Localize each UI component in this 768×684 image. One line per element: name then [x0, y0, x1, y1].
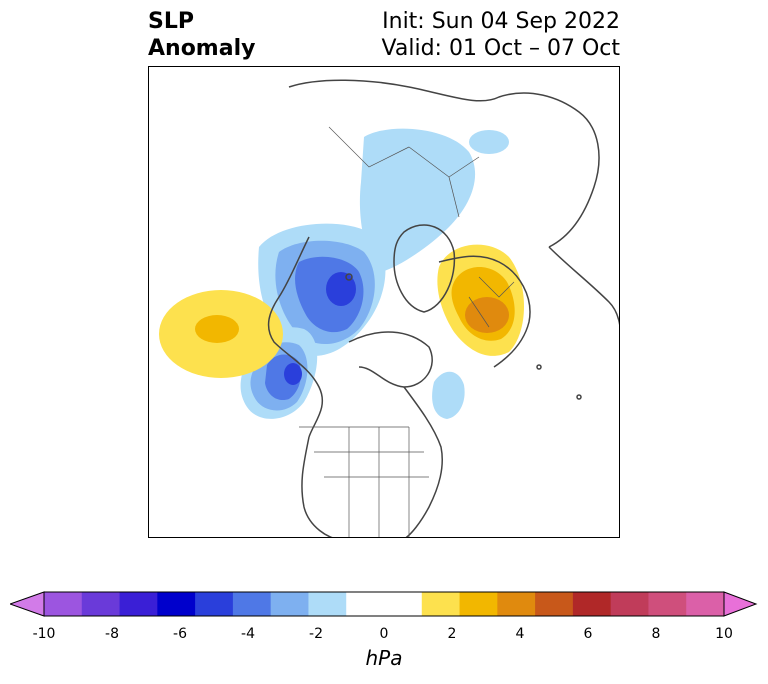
- colorbar-tick-label: 10: [715, 626, 733, 642]
- colorbar-extend-min: [10, 591, 45, 617]
- borders: [299, 126, 515, 537]
- map-title: SLP Anomaly: [148, 8, 255, 62]
- colorbar-tick-label: -6: [173, 626, 187, 642]
- colorbar-segment: [648, 592, 687, 616]
- colorbar-segment: [459, 592, 498, 616]
- colorbar-unit-label: hPa: [365, 646, 403, 670]
- colorbar-segment: [44, 592, 83, 616]
- colorbar-segment: [119, 592, 158, 616]
- map-panel: [148, 66, 620, 538]
- colorbar-segment: [195, 592, 234, 616]
- anomaly-scandinavian-high: [437, 244, 524, 356]
- colorbar-segment: [686, 592, 725, 616]
- anomaly-atlantic-low: [432, 371, 465, 419]
- coastlines: [267, 79, 619, 537]
- colorbar-tick-label: 8: [651, 626, 661, 642]
- colorbar-segment: [81, 592, 121, 616]
- colorbar-segment: [610, 592, 649, 616]
- colorbar-tick-label: -8: [105, 626, 119, 642]
- anomaly-pacific-high: [159, 290, 283, 378]
- colorbar-frame: [43, 591, 725, 617]
- valid-range: Valid: 01 Oct – 07 Oct: [381, 36, 620, 61]
- anomaly-siberia-low: [359, 128, 509, 272]
- colorbar-segment: [421, 592, 461, 616]
- colorbar-segment: [535, 592, 574, 616]
- anomaly-map: [153, 71, 619, 537]
- colorbar-segments: [10, 591, 758, 617]
- colorbar: [10, 591, 758, 617]
- colorbar-tick-label: 6: [583, 626, 593, 642]
- colorbar-tick-label: -4: [241, 626, 255, 642]
- colorbar-segment: [270, 592, 309, 616]
- colorbar-tick-label: -2: [309, 626, 323, 642]
- colorbar-segment: [497, 592, 536, 616]
- colorbar-tick-label: 0: [379, 626, 389, 642]
- colorbar-segment: [157, 592, 196, 616]
- colorbar-segment: [384, 592, 423, 616]
- colorbar-tick-label: 2: [447, 626, 457, 642]
- projection-disk: [153, 71, 617, 535]
- date-info: Init: Sun 04 Sep 2022 Valid: 01 Oct – 07…: [382, 8, 620, 62]
- anomaly-alaska-low: [258, 223, 386, 356]
- title-line-2: Anomaly: [148, 36, 256, 61]
- title-line-1: SLP: [148, 9, 194, 34]
- colorbar-segment: [308, 592, 347, 616]
- colorbar-tick-label: 4: [515, 626, 525, 642]
- init-date: Init: Sun 04 Sep 2022: [382, 9, 620, 34]
- colorbar-segment: [232, 592, 272, 616]
- colorbar-extend-max: [723, 591, 758, 617]
- colorbar-segment: [346, 592, 385, 616]
- colorbar-segment: [572, 592, 612, 616]
- colorbar-tick-label: -10: [32, 626, 56, 642]
